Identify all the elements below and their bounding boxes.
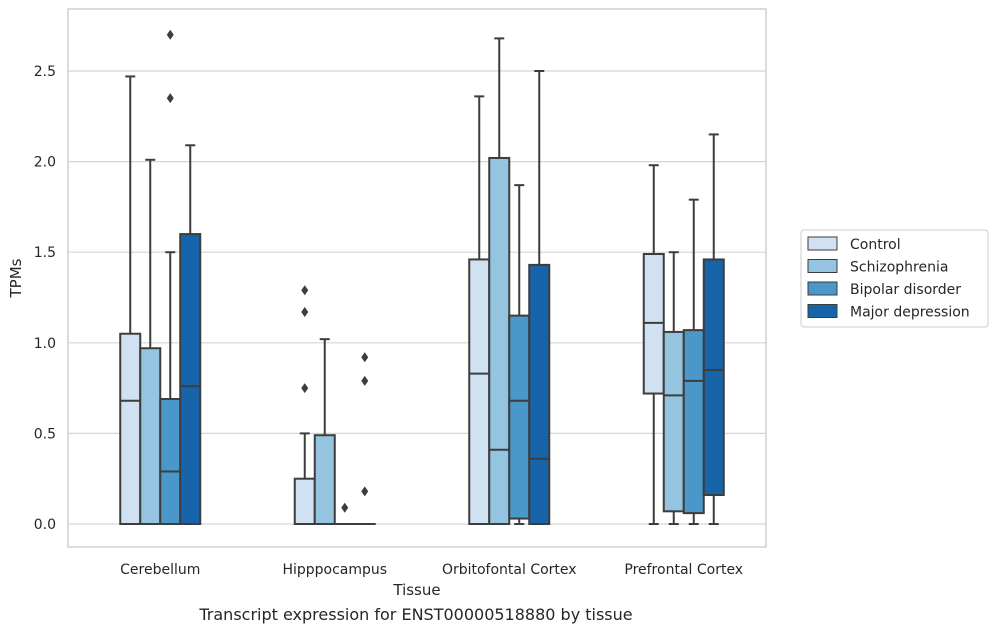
box-body: [528, 263, 551, 525]
x-tick-label: Hipppocampus: [282, 562, 387, 578]
box-0-3: [179, 144, 202, 526]
x-tick-label: Orbitofontal Cortex: [442, 562, 577, 578]
y-tick-label: 0.0: [34, 517, 56, 533]
box-body: [508, 314, 531, 520]
outlier-point: [301, 306, 309, 317]
box-1-0: [293, 285, 316, 526]
box-2-3: [528, 70, 551, 525]
legend-frame: [800, 229, 989, 328]
box-body: [468, 258, 491, 525]
box-1-2: [333, 502, 356, 526]
y-tick-labels: 0.0 0.5 1.0 1.5 2.0 2.5: [34, 64, 56, 533]
box-3-3: [702, 133, 725, 525]
legend-label: Control: [850, 237, 901, 253]
y-tick-label: 0.5: [34, 426, 56, 442]
outlier-point: [361, 375, 369, 386]
legend-swatch: [807, 259, 838, 273]
box-1-1: [313, 338, 336, 526]
box-2-1: [488, 37, 511, 525]
box-body: [293, 477, 316, 526]
box-body: [488, 156, 511, 525]
x-tick-labels: Cerebellum Hipppocampus Orbitofontal Corte…: [120, 562, 743, 578]
outlier-point: [361, 352, 369, 363]
legend: Control Schizophrenia Bipolar disorder Majo…: [800, 229, 989, 328]
y-tick-label: 2.0: [34, 155, 56, 171]
legend-swatch: [807, 236, 838, 251]
legend-label: Schizophrenia: [850, 260, 948, 276]
box-body: [662, 330, 685, 513]
y-axis-label: TPMs: [7, 258, 25, 298]
x-tick-label: Prefrontal Cortex: [624, 562, 743, 578]
box-body: [702, 258, 725, 497]
x-tick-label: Cerebellum: [120, 562, 200, 578]
outlier-point: [166, 93, 174, 104]
legend-swatch: [807, 281, 838, 296]
box-3-0: [642, 164, 665, 525]
legend-swatch: [807, 304, 838, 318]
box-body: [119, 332, 142, 525]
figure-caption: Transcript expression for ENST0000051888…: [199, 605, 633, 624]
outlier-point: [301, 383, 309, 394]
x-axis-label: Tissue: [392, 581, 440, 599]
box-body: [159, 397, 182, 525]
box-body: [139, 347, 162, 525]
plot-frame: [67, 8, 767, 548]
outlier-point: [301, 285, 309, 296]
box-body: [313, 434, 336, 526]
legend-label: Major depression: [850, 305, 970, 321]
box-body: [682, 329, 705, 515]
box-body: [179, 233, 202, 526]
y-tick-label: 1.0: [34, 336, 56, 352]
legend-label: Bipolar disorder: [850, 282, 961, 298]
boxes: [119, 29, 725, 526]
y-tick-label: 2.5: [34, 64, 56, 80]
outlier-point: [166, 29, 174, 40]
outlier-point: [361, 486, 369, 497]
box-0-0: [119, 75, 142, 525]
outlier-point: [341, 502, 349, 513]
box-1-3: [353, 352, 376, 526]
y-tick-label: 1.5: [34, 245, 56, 261]
